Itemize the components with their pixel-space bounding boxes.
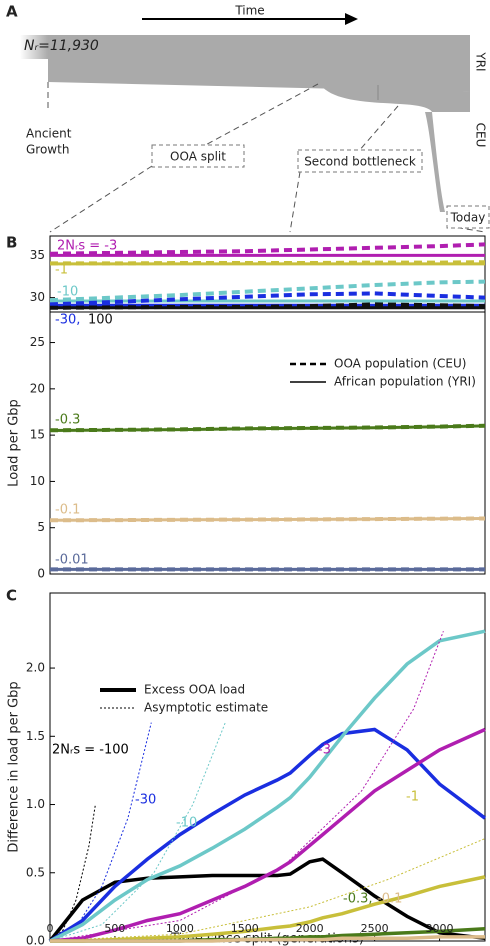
- x-tick-label: 2500: [361, 922, 389, 935]
- series-label: -10: [57, 285, 78, 300]
- y-tick-label: 0.5: [26, 865, 45, 879]
- panel-label: B: [6, 234, 17, 252]
- ceu-population: [318, 82, 470, 212]
- series-line: [48, 857, 486, 943]
- series-label: -1: [406, 790, 419, 805]
- ancient-fade: [20, 35, 48, 59]
- series-label: -0.1: [377, 892, 402, 907]
- series-label: -0.3: [55, 413, 80, 428]
- y-tick-label: 0: [37, 567, 45, 581]
- population-size: Nᵣ=11,930: [24, 38, 99, 54]
- asymptotic-line: [49, 722, 226, 942]
- y-tick-label: 15: [30, 428, 45, 442]
- x-tick-label: 2000: [296, 922, 324, 935]
- ooa-split-label: OOA split: [170, 150, 226, 164]
- ceu-label: CEU: [474, 123, 488, 148]
- connector: [446, 225, 486, 233]
- connector: [289, 171, 301, 233]
- legend-label: Excess OOA load: [144, 683, 245, 697]
- y-tick-label: 35: [30, 248, 45, 262]
- asymptotic-line: [49, 722, 152, 942]
- y-axis-title: Load per Gbp: [7, 399, 22, 487]
- series-line: [49, 727, 486, 943]
- ceu-line: [49, 279, 486, 303]
- series-line: [49, 424, 486, 432]
- y-tick-label: 2.0: [26, 661, 45, 675]
- series-label: 100: [88, 313, 113, 328]
- ceu-line: [49, 242, 486, 256]
- series-label: -10: [176, 816, 197, 831]
- connector: [49, 165, 153, 233]
- ancient-label: Ancient: [26, 127, 72, 141]
- asymptotic-line: [49, 838, 486, 942]
- yri-label: YRI: [474, 51, 488, 71]
- legend-label: OOA population (CEU): [334, 357, 466, 371]
- series-label: 2Nᵣs = -100: [52, 743, 129, 758]
- y-tick-label: 5: [37, 520, 45, 534]
- series-line: [49, 517, 486, 522]
- series-label: -0.3,: [343, 892, 373, 907]
- bottleneck-box: [297, 149, 423, 173]
- series-label: 2Nᵣs = -3: [57, 239, 117, 254]
- ooa-split-box: [151, 144, 245, 168]
- y-tick-label: 30: [30, 290, 45, 304]
- bottleneck-label: Second bottleneck: [304, 155, 416, 169]
- x-tick-label: 3000: [426, 922, 454, 935]
- series-label: -1: [55, 263, 68, 278]
- y-tick-label: 1.5: [26, 729, 45, 743]
- series-label: -30: [135, 793, 156, 808]
- connector: [357, 105, 399, 153]
- y-axis-title: Difference in load per Gbp: [7, 681, 22, 852]
- series-line: [49, 727, 487, 943]
- plot-frame: [49, 592, 486, 942]
- today-label: Today: [450, 211, 486, 225]
- panel-label: A: [6, 3, 18, 21]
- x-tick-label: 0: [47, 922, 54, 935]
- panel-label: C: [6, 587, 17, 605]
- today-box: [446, 205, 490, 229]
- y-tick-label: 0.0: [26, 934, 45, 946]
- series-line: [49, 629, 486, 943]
- series-label: -0.01: [55, 553, 89, 568]
- legend-label: African population (YRI): [334, 375, 476, 389]
- series-label: -30,: [55, 313, 80, 328]
- series-label: -0.1: [55, 503, 80, 518]
- x-tick-label: 1000: [166, 922, 194, 935]
- yri-population: [48, 35, 470, 92]
- series-label: -3: [318, 743, 331, 758]
- ceu-line: [49, 291, 486, 307]
- y-tick-label: 25: [30, 335, 45, 349]
- time-arrow-head: [345, 13, 358, 25]
- ancient-label: Growth: [26, 143, 69, 157]
- x-tick-label: 500: [104, 922, 125, 935]
- y-tick-label: 20: [30, 381, 45, 395]
- asymptotic-line: [49, 804, 96, 942]
- y-tick-label: 10: [30, 474, 45, 488]
- connector: [199, 83, 319, 149]
- asymptotic-line: [49, 631, 444, 942]
- time-label: Time: [234, 4, 264, 18]
- series-line: [50, 935, 485, 943]
- x-tick-label: 1500: [231, 922, 259, 935]
- y-tick-label: 1.0: [26, 797, 45, 811]
- legend-label: Asymptotic estimate: [144, 701, 268, 715]
- series-line: [50, 875, 486, 943]
- plot-frame: [49, 311, 486, 575]
